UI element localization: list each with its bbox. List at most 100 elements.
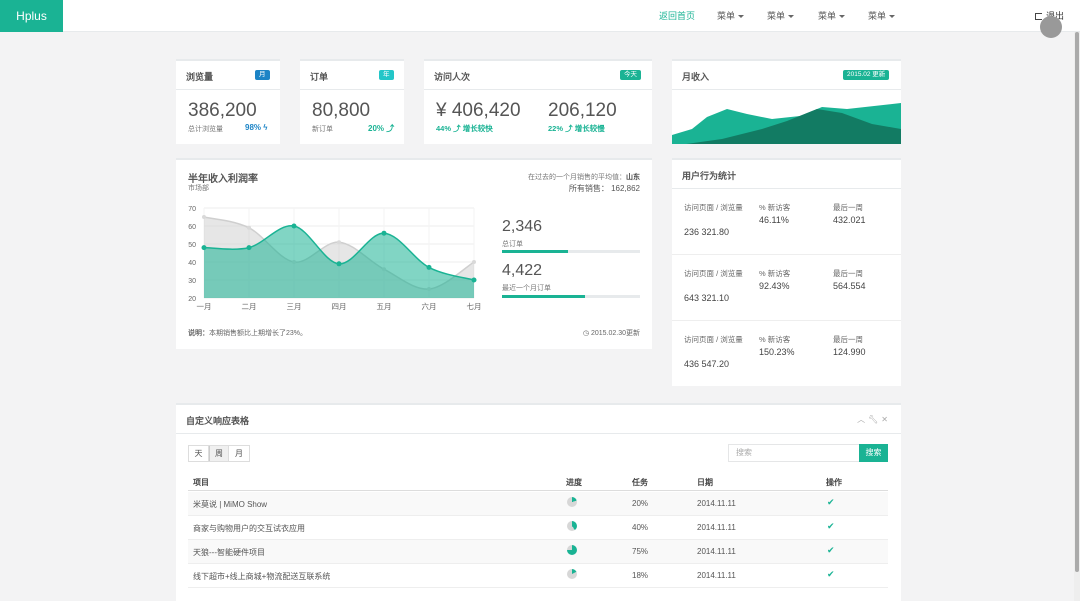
kpi-total-orders: 2,346	[502, 218, 543, 235]
panel-tools: ︿🔧︎✕	[857, 414, 891, 425]
progress-pie	[567, 545, 577, 555]
user-stats-panel: 用户行为统计 访问页面 / 浏览量 236 321.80 % 新访客 46.11…	[672, 158, 901, 386]
scrollbar-thumb[interactable]	[1075, 32, 1079, 572]
tab-week[interactable]: 周	[209, 446, 229, 461]
task-value: 40%	[632, 523, 649, 532]
avg-label: 在过去的一个月销售的平均值：	[528, 174, 626, 181]
panel-title: 浏览量	[186, 72, 214, 82]
y-tick-label: 70	[188, 206, 196, 213]
visits-growth: 22% ⤴ 增长较慢	[548, 123, 605, 134]
growth-note: 增长较慢	[574, 124, 605, 133]
check-icon[interactable]: ✔	[827, 521, 835, 531]
orders-panel: 订单 年 80,800 新订单 20% ⤴	[300, 59, 404, 144]
income-sparkline	[672, 103, 901, 144]
avg-region: 山东	[626, 174, 640, 181]
table-row[interactable]: 商家与购物用户的交互试衣应用 40% 2014.11.11 ✔	[188, 516, 888, 540]
revenue-title: 半年收入利润率	[188, 174, 258, 185]
project-name: 米莫说 | MiMO Show	[193, 500, 268, 509]
avatar[interactable]	[1040, 16, 1062, 38]
period-badge: 年	[379, 70, 394, 80]
views-panel: 浏览量 月 386,200 总计浏览量 98% ϟ	[176, 59, 280, 144]
data-point	[472, 260, 476, 264]
nav-menu-1[interactable]: 菜单	[717, 0, 745, 32]
project-name: 商家与购物用户的交互试衣应用	[193, 524, 305, 533]
x-tick-label: 四月	[332, 302, 347, 311]
stat-value: 92.43%	[759, 281, 790, 291]
level-up-icon: ⤴	[453, 124, 461, 133]
chevron-down-icon	[889, 15, 896, 19]
col-progress: 进度	[566, 478, 582, 487]
stat-value: 46.11%	[759, 215, 789, 225]
task-value: 75%	[632, 547, 649, 556]
nav-menu-2[interactable]: 菜单	[767, 0, 795, 32]
search-input[interactable]: 搜索	[728, 444, 860, 462]
date-value: 2014.11.11	[697, 547, 736, 556]
revenue-panel: 半年收入利润率 市场部 在过去的一个月销售的平均值：山东 所有销售： 162,8…	[176, 158, 652, 349]
divider	[176, 89, 280, 90]
clock-icon: ◷	[582, 330, 589, 337]
brand-logo[interactable]: Hplus	[0, 0, 63, 32]
period-tabs: 天 周 月	[188, 445, 250, 462]
stat-label: 访问页面 / 浏览量	[684, 203, 743, 212]
page-scrollbar[interactable]	[1074, 32, 1080, 601]
data-point	[246, 245, 252, 251]
series-area	[204, 225, 474, 298]
percent-text: 44%	[436, 124, 452, 133]
nav-menu-3[interactable]: 菜单	[818, 0, 846, 32]
panel-title: 月收入	[682, 72, 710, 82]
views-percent: 98% ϟ	[245, 123, 267, 132]
kpi-month-orders-bar	[502, 295, 640, 298]
table-row[interactable]: 天狼---智能硬件项目 75% 2014.11.11 ✔	[188, 540, 888, 564]
visits-panel: 访问人次 今天 ¥ 406,420 44% ⤴ 增长较快 206,120 22%…	[424, 59, 652, 144]
y-tick-label: 60	[188, 224, 196, 231]
check-icon[interactable]: ✔	[827, 545, 835, 555]
task-value: 18%	[632, 571, 649, 580]
stat-label: 最后一周	[833, 203, 863, 212]
avg-sales: 在过去的一个月销售的平均值：山东	[528, 172, 640, 182]
nav-menu-label: 菜单	[868, 11, 887, 21]
wrench-icon[interactable]: 🔧︎	[868, 415, 882, 424]
check-icon[interactable]: ✔	[827, 497, 835, 507]
footer-note: 说明：本期销售额比上期增长了23%。	[188, 328, 307, 338]
sign-out-icon	[1035, 13, 1042, 20]
panel-title: 自定义响应表格	[186, 416, 250, 426]
x-tick-label: 七月	[467, 302, 482, 311]
data-point	[337, 240, 341, 245]
user-stat-row: 访问页面 / 浏览量 436 547.20 % 新访客 150.23% 最后一周…	[672, 322, 901, 387]
table-panel: 自定义响应表格 ︿🔧︎✕ 天 周 月 搜索 搜索 项目 进度 任务 日期 操作 …	[176, 403, 901, 601]
stat-value: 150.23%	[759, 347, 795, 357]
kpi-total-orders-bar	[502, 250, 640, 253]
tab-month[interactable]: 月	[235, 449, 243, 458]
chevron-up-icon[interactable]: ︿	[857, 415, 869, 424]
revenue-area-chart: 20 30 40 50 60 70 一月 二月 三月 四月 五月 六月 七月	[188, 206, 482, 311]
stat-label: % 新访客	[759, 335, 791, 344]
percent-text: 22%	[548, 124, 564, 133]
x-tick-label: 二月	[242, 302, 257, 311]
close-icon[interactable]: ✕	[881, 415, 891, 424]
col-project: 项目	[193, 478, 209, 487]
search-button[interactable]: 搜索	[859, 444, 888, 462]
divider	[672, 89, 901, 90]
x-tick-label: 三月	[287, 302, 302, 311]
nav-home-link[interactable]: 返回首页	[659, 11, 696, 21]
chevron-down-icon	[788, 15, 795, 19]
data-point	[202, 215, 206, 219]
orders-label: 新订单	[312, 126, 333, 133]
views-value: 386,200	[188, 100, 257, 121]
kpi-month-orders: 4,422	[502, 262, 543, 279]
table-row[interactable]: 米莫说 | MiMO Show 20% 2014.11.11 ✔	[188, 492, 888, 516]
panel-title: 订单	[310, 72, 329, 82]
stat-label: % 新访客	[759, 203, 791, 212]
revenue-growth: 44% ⤴ 增长较快	[436, 123, 493, 134]
stat-label: 最后一周	[833, 269, 863, 278]
table-row[interactable]: 线下超市+线上商城+物流配送互联系统 18% 2014.11.11 ✔	[188, 564, 888, 588]
total-label: 所有销售：	[568, 184, 609, 193]
progress-pie	[567, 497, 577, 507]
check-icon[interactable]: ✔	[827, 569, 835, 579]
stat-label: 访问页面 / 浏览量	[684, 335, 743, 344]
views-label: 总计浏览量	[188, 126, 223, 133]
divider	[176, 433, 901, 434]
stat-label: % 新访客	[759, 269, 791, 278]
tab-day[interactable]: 天	[189, 446, 209, 461]
nav-menu-4[interactable]: 菜单	[868, 0, 896, 32]
